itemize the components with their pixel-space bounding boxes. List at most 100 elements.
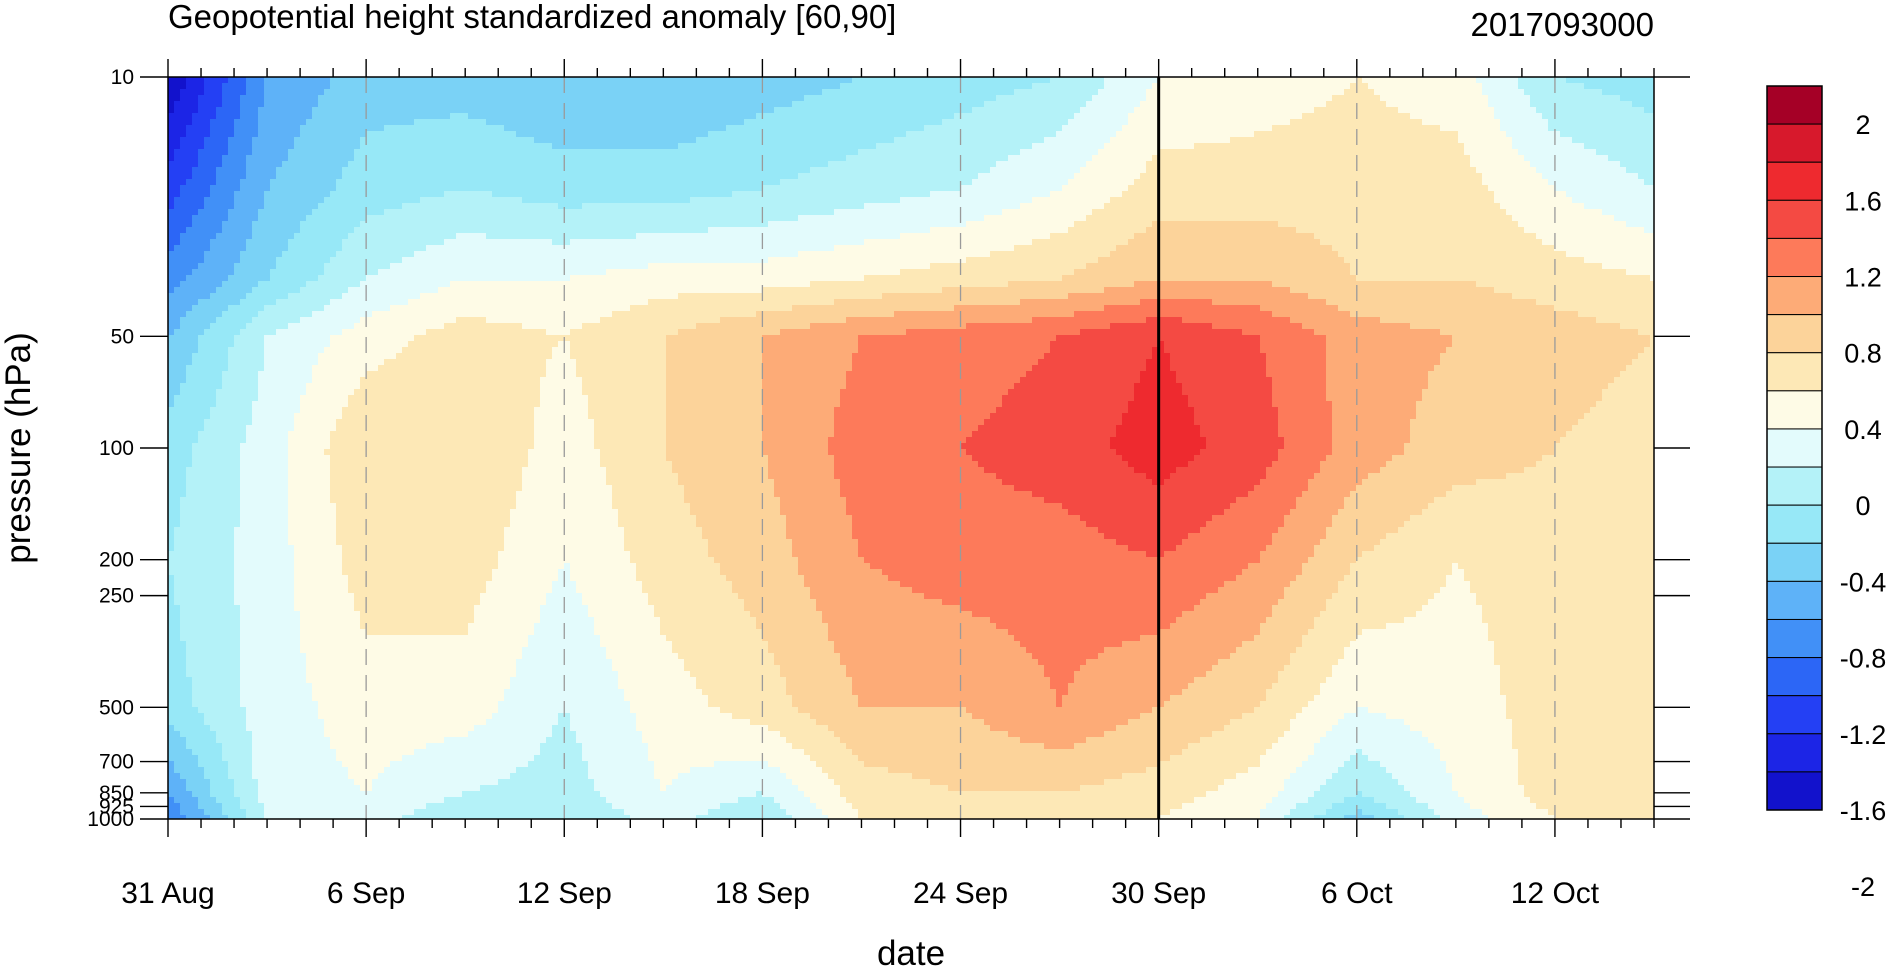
field-cell: [636, 119, 643, 126]
field-cell: [294, 125, 301, 132]
field-cell: [378, 161, 385, 168]
field-cell: [1116, 113, 1123, 120]
field-cell: [828, 125, 835, 132]
field-cell: [270, 191, 277, 198]
field-cell: [1422, 77, 1429, 84]
field-cell: [354, 185, 361, 192]
field-cell: [1464, 167, 1471, 174]
field-cell: [804, 83, 811, 90]
field-cell: [756, 125, 763, 132]
field-cell: [810, 149, 817, 156]
field-cell: [222, 137, 229, 144]
field-cell: [1344, 161, 1351, 168]
field-cell: [648, 77, 655, 84]
field-cell: [786, 107, 793, 114]
field-cell: [834, 179, 841, 186]
field-cell: [1266, 77, 1273, 84]
field-cell: [1614, 119, 1621, 126]
field-cell: [1578, 125, 1585, 132]
field-cell: [342, 161, 349, 168]
field-cell: [648, 185, 655, 192]
field-cell: [1530, 155, 1537, 162]
field-cell: [240, 77, 247, 84]
field-cell: [1038, 89, 1045, 96]
field-cell: [834, 155, 841, 162]
field-cell: [486, 95, 493, 102]
field-cell: [1230, 101, 1237, 108]
field-cell: [450, 131, 457, 138]
field-cell: [1140, 95, 1147, 102]
field-cell: [1014, 173, 1021, 180]
field-cell: [378, 149, 385, 156]
field-cell: [1236, 119, 1243, 126]
field-cell: [168, 95, 175, 102]
field-cell: [1146, 107, 1153, 114]
field-cell: [588, 185, 595, 192]
field-cell: [1272, 143, 1279, 150]
field-cell: [348, 197, 355, 204]
field-cell: [324, 167, 331, 174]
field-cell: [348, 125, 355, 132]
field-cell: [792, 107, 799, 114]
field-cell: [366, 197, 373, 204]
field-cell: [1344, 167, 1351, 174]
field-cell: [936, 149, 943, 156]
field-cell: [306, 161, 313, 168]
field-cell: [216, 149, 223, 156]
field-cell: [870, 77, 877, 84]
field-cell: [642, 125, 649, 132]
field-cell: [822, 83, 829, 90]
field-cell: [1644, 149, 1651, 156]
field-cell: [648, 143, 655, 150]
field-cell: [564, 167, 571, 174]
field-cell: [1494, 191, 1501, 198]
field-cell: [654, 179, 661, 186]
field-cell: [1074, 161, 1081, 168]
field-cell: [774, 101, 781, 108]
field-cell: [696, 155, 703, 162]
field-cell: [1230, 83, 1237, 90]
field-cell: [1116, 155, 1123, 162]
field-cell: [1476, 161, 1483, 168]
field-cell: [1638, 89, 1645, 96]
field-cell: [1620, 119, 1627, 126]
field-cell: [498, 89, 505, 96]
field-cell: [972, 191, 979, 198]
field-cell: [1350, 167, 1357, 174]
field-cell: [1362, 107, 1369, 114]
field-cell: [282, 113, 289, 120]
field-cell: [768, 137, 775, 144]
field-cell: [1098, 173, 1105, 180]
field-cell: [1044, 167, 1051, 174]
field-cell: [1566, 191, 1573, 198]
field-cell: [930, 101, 937, 108]
field-cell: [630, 83, 637, 90]
field-cell: [696, 179, 703, 186]
field-cell: [828, 131, 835, 138]
field-cell: [786, 167, 793, 174]
field-cell: [594, 125, 601, 132]
field-cell: [756, 77, 763, 84]
field-cell: [912, 143, 919, 150]
field-cell: [978, 83, 985, 90]
field-cell: [1008, 149, 1015, 156]
field-cell: [210, 173, 217, 180]
field-cell: [612, 77, 619, 84]
field-cell: [594, 119, 601, 126]
field-cell: [402, 95, 409, 102]
field-cell: [1452, 149, 1459, 156]
field-cell: [1176, 161, 1183, 168]
field-cell: [1170, 167, 1177, 174]
field-cell: [612, 149, 619, 156]
field-cell: [522, 155, 529, 162]
field-cell: [900, 155, 907, 162]
field-cell: [1620, 149, 1627, 156]
field-cell: [672, 95, 679, 102]
field-cell: [282, 167, 289, 174]
field-cell: [204, 137, 211, 144]
field-cell: [312, 101, 319, 108]
field-cell: [1416, 119, 1423, 126]
field-cell: [1422, 101, 1429, 108]
field-cell: [1530, 101, 1537, 108]
field-cell: [1116, 77, 1123, 84]
